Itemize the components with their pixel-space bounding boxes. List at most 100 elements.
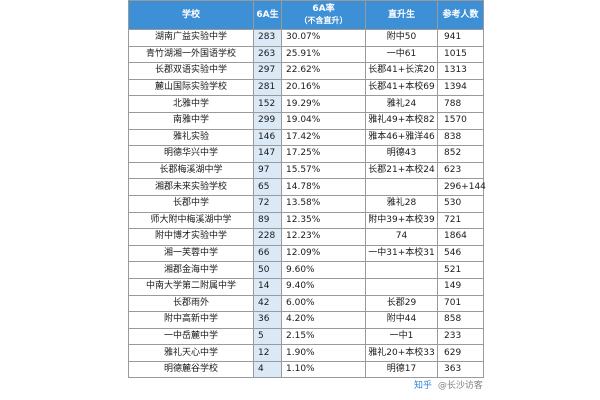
school-stats-table: 学校 6A生 6A率 （不含直升） 直升生 参考人数 湖南广益实验中学 283 30… [128, 0, 486, 379]
cell-count: 1864 [437, 228, 484, 246]
cell-students: 263 [253, 45, 282, 64]
cell-school: 长郡中学 [128, 194, 254, 213]
cell-rate: 14.78% [281, 178, 366, 196]
cell-count: 296+144 [437, 178, 486, 196]
cell-students: 36 [253, 311, 282, 329]
cell-count: 941 [437, 29, 484, 47]
table-row: 麓山国际实验学校 281 20.16% 长郡41+本校69 1394 [128, 78, 484, 97]
cell-school: 中南大学第二附属中学 [128, 277, 254, 296]
cell-rate: 30.07% [281, 29, 366, 47]
table-row: 湘郡未来实验学校 65 14.78% 296+144 [128, 178, 486, 196]
cell-count: 363 [437, 360, 484, 379]
table-row: 明德华兴中学 147 17.25% 明德43 852 [128, 145, 484, 163]
cell-students: 283 [253, 29, 282, 47]
cell-rate: 17.42% [281, 128, 366, 147]
table-row: 湘郡金海中学 50 9.60% 521 [128, 261, 484, 279]
cell-count: 1015 [437, 45, 484, 64]
cell-rate: 22.62% [281, 62, 366, 80]
header-count: 参考人数 [437, 0, 484, 30]
cell-direct: 雅礼28 [365, 194, 438, 213]
cell-students: 42 [253, 294, 282, 313]
cell-direct: 雅礼20+本校33 [365, 344, 438, 362]
cell-count: 629 [437, 344, 484, 362]
cell-count: 701 [437, 294, 484, 313]
cell-school: 湘郡金海中学 [128, 261, 254, 279]
cell-students: 299 [253, 111, 282, 130]
cell-students: 152 [253, 95, 282, 113]
cell-students: 72 [253, 194, 282, 213]
cell-direct: 长郡41+本校69 [365, 78, 438, 97]
cell-students: 65 [253, 178, 282, 196]
cell-rate: 12.35% [281, 211, 366, 230]
table-row: 长郡双语实验中学 297 22.62% 长郡41+长滨20 1313 [128, 62, 484, 80]
cell-direct: 一中1 [365, 327, 438, 346]
cell-students: 228 [253, 228, 282, 246]
table-row: 雅礼天心中学 12 1.90% 雅礼20+本校33 629 [128, 344, 484, 362]
header-rate: 6A率 （不含直升） [281, 0, 366, 30]
cell-students: 89 [253, 211, 282, 230]
cell-direct: 雅礼24 [365, 95, 438, 113]
header-rate-main: 6A率 [312, 4, 335, 14]
cell-school: 明德麓谷学校 [128, 360, 254, 379]
cell-students: 14 [253, 277, 282, 296]
cell-students: 12 [253, 344, 282, 362]
cell-rate: 19.29% [281, 95, 366, 113]
cell-direct: 长郡29 [365, 294, 438, 313]
cell-rate: 19.04% [281, 111, 366, 130]
cell-direct [365, 178, 438, 196]
cell-school: 附中博才实验中学 [128, 228, 254, 246]
cell-students: 66 [253, 244, 282, 263]
table-row: 中南大学第二附属中学 14 9.40% 149 [128, 277, 484, 296]
cell-school: 师大附中梅溪湖中学 [128, 211, 254, 230]
cell-rate: 13.58% [281, 194, 366, 213]
cell-direct: 长郡41+长滨20 [365, 62, 438, 80]
cell-direct: 明德43 [365, 145, 438, 163]
cell-count: 149 [437, 277, 484, 296]
header-rate-sub: （不含直升） [299, 16, 348, 25]
cell-rate: 12.09% [281, 244, 366, 263]
table-row: 雅礼实验 146 17.42% 雅本46+雅洋46 838 [128, 128, 484, 147]
cell-count: 858 [437, 311, 484, 329]
cell-rate: 1.10% [281, 360, 366, 379]
cell-rate: 25.91% [281, 45, 366, 64]
table-row: 一中岳麓中学 5 2.15% 一中1 233 [128, 327, 484, 346]
cell-count: 530 [437, 194, 484, 213]
table-row: 青竹湖湘一外国语学校 263 25.91% 一中61 1015 [128, 45, 484, 64]
cell-direct [365, 277, 438, 296]
table-row: 湘一芙蓉中学 66 12.09% 一中31+本校31 546 [128, 244, 484, 263]
admission-table-image: 学校 6A生 6A率 （不含直升） 直升生 参考人数 湖南广益实验中学 283 30… [128, 0, 486, 382]
cell-rate: 1.90% [281, 344, 366, 362]
cell-rate: 6.00% [281, 294, 366, 313]
cell-direct: 附中39+本校39 [365, 211, 438, 230]
cell-students: 147 [253, 145, 282, 163]
header-students: 6A生 [253, 0, 282, 30]
cell-direct [365, 261, 438, 279]
cell-school: 湘一芙蓉中学 [128, 244, 254, 263]
cell-students: 5 [253, 327, 282, 346]
cell-students: 297 [253, 62, 282, 80]
cell-direct: 雅礼49+本校82 [365, 111, 438, 130]
cell-school: 雅礼天心中学 [128, 344, 254, 362]
cell-school: 附中高新中学 [128, 311, 254, 329]
cell-count: 838 [437, 128, 484, 147]
header-school: 学校 [128, 0, 254, 30]
cell-direct: 一中61 [365, 45, 438, 64]
cell-rate: 12.23% [281, 228, 366, 246]
cell-direct: 附中44 [365, 311, 438, 329]
cell-school: 长郡雨外 [128, 294, 254, 313]
cell-school: 一中岳麓中学 [128, 327, 254, 346]
cell-direct: 雅本46+雅洋46 [365, 128, 438, 147]
cell-rate: 15.57% [281, 161, 366, 180]
cell-rate: 4.20% [281, 311, 366, 329]
table-header-row: 学校 6A生 6A率 （不含直升） 直升生 参考人数 [128, 0, 484, 30]
cell-students: 97 [253, 161, 282, 180]
cell-count: 788 [437, 95, 484, 113]
cell-direct: 附中50 [365, 29, 438, 47]
table-row: 长郡梅溪湖中学 97 15.57% 长郡21+本校24 623 [128, 161, 484, 180]
cell-school: 北雅中学 [128, 95, 254, 113]
cell-school: 明德华兴中学 [128, 145, 254, 163]
table-row: 附中博才实验中学 228 12.23% 74 1864 [128, 228, 484, 246]
table-row: 长郡中学 72 13.58% 雅礼28 530 [128, 194, 484, 213]
cell-count: 521 [437, 261, 484, 279]
table-row: 湖南广益实验中学 283 30.07% 附中50 941 [128, 29, 484, 47]
